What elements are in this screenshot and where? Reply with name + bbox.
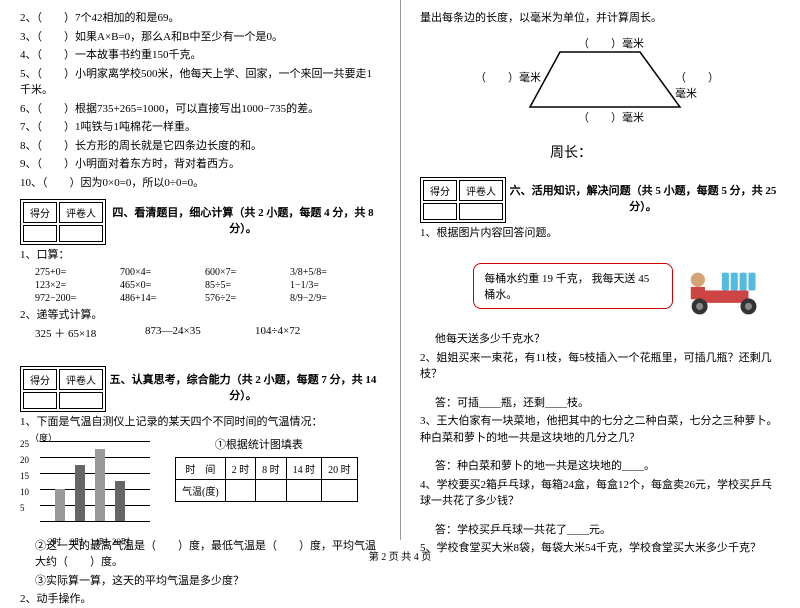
q1-sub: 他每天送多少千克水？ (435, 331, 780, 348)
trap-left: （ ）毫米 (475, 69, 541, 85)
page-footer: 第 2 页 共 4 页 (0, 548, 800, 563)
q5-sub3: ③实际算一算，这天的平均气温是多少度？ (35, 573, 380, 590)
ytick: 5 (20, 503, 25, 513)
left-column: 2、（ ）7个42相加的和是69。 3、（ ）如果A×B=0，那么A和B中至少有… (0, 0, 400, 550)
calc: 700×4= (120, 267, 200, 278)
calc: 275+0= (35, 267, 115, 278)
q6-1: 1、根据图片内容回答问题。 (420, 225, 780, 242)
q4-ans: 答：学校买乒乓球一共花了____元。 (435, 522, 780, 539)
calc: 8/9−2/9= (290, 293, 370, 304)
column-divider (400, 0, 401, 540)
q4-1: 1、口算： (20, 247, 380, 264)
tf-item: 2、（ ）7个42相加的和是69。 (20, 10, 380, 27)
calc: 1−1/3= (290, 280, 370, 291)
calc: 465×0= (120, 280, 200, 291)
calc2: 325 ＋ 65×18 (35, 325, 145, 341)
calc2: 873—24×35 (145, 325, 255, 341)
grader-label: 评卷人 (59, 369, 103, 390)
calc: 486+14= (120, 293, 200, 304)
calc: 972−200= (35, 293, 115, 304)
ytick: 20 (20, 455, 29, 465)
xtick: 8时 (70, 535, 84, 548)
tf-item: 3、（ ）如果A×B=0，那么A和B中至少有一个是0。 (20, 29, 380, 46)
calc: 123×2= (35, 280, 115, 291)
tf-item: 9、（ ）小明面对着东方时，背对着西方。 (20, 156, 380, 173)
right-column: 量出每条边的长度，以毫米为单位，并计算周长。 （ ）毫米 （ ）毫米 （ ）毫米… (400, 0, 800, 550)
th: 8 时 (256, 457, 287, 479)
tf-item: 6、（ ）根据735+265=1000，可以直接写出1000−735的差。 (20, 101, 380, 118)
th: 20 时 (322, 457, 358, 479)
ytick: 25 (20, 439, 29, 449)
calc: 600×7= (205, 267, 285, 278)
th: 时 间 (176, 457, 226, 479)
speech-bubble: 每桶水约重 19 千克， 我每天送 45 桶水。 (473, 263, 673, 309)
q6-2: 2、姐姐买来一束花，有11枝，每5枝插入一个花瓶里，可插几瓶？还剩几枝？ (420, 350, 780, 383)
temp-table: 时 间 2 时 8 时 14 时 20 时 气温(度) (175, 457, 358, 502)
trap-top: （ ）毫米 (578, 35, 644, 51)
tf-item: 5、（ ）小明家离学校500米，他每天上学、回家，一个来回一共要走1千米。 (20, 66, 380, 99)
q6-3: 3、王大伯家有一块菜地，他把其中的七分之二种白菜，七分之三种萝卜。种白菜和萝卜的… (420, 413, 780, 446)
bar (95, 449, 105, 521)
score-box: 得分评卷人 (20, 366, 106, 412)
perimeter-label: 周长： (550, 142, 780, 162)
tf-list: 2、（ ）7个42相加的和是69。 3、（ ）如果A×B=0，那么A和B中至少有… (20, 10, 380, 191)
xtick: 2时 (48, 535, 62, 548)
bar (75, 465, 85, 521)
table-title: ①根据统计图填表 (160, 436, 358, 452)
q4-2: 2、递等式计算。 (20, 307, 380, 324)
q2-ans: 答：可插____瓶，还剩____枝。 (435, 395, 780, 412)
grader-label: 评卷人 (59, 202, 103, 223)
bar (55, 489, 65, 521)
trap-right: （ ）毫米 (675, 69, 719, 101)
calc-grid: 275+0= 700×4= 600×7= 3/8+5/8= 123×2= 465… (35, 266, 380, 305)
measure-instruction: 量出每条边的长度，以毫米为单位，并计算周长。 (420, 10, 780, 27)
th: 14 时 (286, 457, 322, 479)
truck-scene: 每桶水约重 19 千克， 我每天送 45 桶水。 (420, 251, 780, 321)
q3-ans: 答：种白菜和萝卜的地一共是这块地的____。 (435, 458, 780, 475)
bar (115, 481, 125, 521)
q6-4: 4、学校要买2箱乒乓球，每箱24盒，每盒12个，每盒卖26元，学校买乒乓球一共花… (420, 477, 780, 510)
ytick: 10 (20, 487, 29, 497)
calc: 85÷5= (205, 280, 285, 291)
ytick: 15 (20, 471, 29, 481)
score-box: 得分评卷人 (20, 199, 106, 245)
xtick: 20时 (112, 535, 130, 548)
q5-2: 2、动手操作。 (20, 591, 380, 608)
score-label: 得分 (423, 180, 457, 201)
tf-item: 8、（ ）长方形的周长就是它四条边长度的和。 (20, 138, 380, 155)
score-box: 得分评卷人 (420, 177, 506, 223)
th: 2 时 (225, 457, 256, 479)
xtick: 14时 (90, 535, 108, 548)
calc2-row: 325 ＋ 65×18 873—24×35 104÷4×72 (35, 325, 380, 341)
tf-item: 7、（ ）1吨铁与1吨棉花一样重。 (20, 119, 380, 136)
tf-item: 4、（ ）一本故事书约重150千克。 (20, 47, 380, 64)
trap-bottom: （ ）毫米 (578, 109, 644, 125)
calc: 3/8+5/8= (290, 267, 370, 278)
section4-title: 四、看清题目，细心计算（共 2 小题，每题 4 分，共 8 分）。 (106, 204, 380, 236)
bar-chart: （度） 25 20 15 10 5 2时 (20, 436, 160, 536)
tf-item: 10、（ ）因为0×0=0，所以0÷0=0。 (20, 175, 380, 192)
calc: 576÷2= (205, 293, 285, 304)
section5-title: 五、认真思考，综合能力（共 2 小题，每题 7 分，共 14 分）。 (106, 371, 380, 403)
q5-1: 1、下面是气温自测仪上记录的某天四个不同时间的气温情况： (20, 414, 380, 431)
truck-icon (673, 251, 780, 321)
calc2: 104÷4×72 (255, 325, 365, 341)
score-label: 得分 (23, 369, 57, 390)
score-label: 得分 (23, 202, 57, 223)
grader-label: 评卷人 (459, 180, 503, 201)
trapezoid-figure: （ ）毫米 （ ）毫米 （ ）毫米 （ ）毫米 (500, 37, 700, 127)
section6-title: 六、活用知识，解决问题（共 5 小题，每题 5 分，共 25 分）。 (506, 182, 780, 214)
row-label: 气温(度) (176, 479, 226, 501)
